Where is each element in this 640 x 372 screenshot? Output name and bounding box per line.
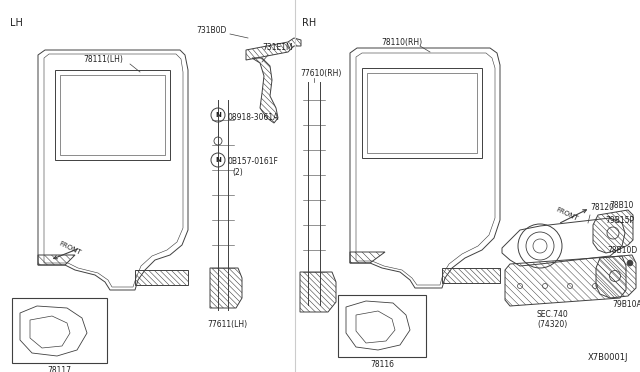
Text: 0B157-0161F: 0B157-0161F [228,157,279,167]
Text: 78111(LH): 78111(LH) [83,55,123,64]
Bar [338,295,426,357]
Text: 731E1M: 731E1M [262,43,292,52]
Text: RH: RH [302,18,316,28]
Text: SEC.740: SEC.740 [536,310,568,319]
Text: 731B0D: 731B0D [196,26,227,35]
Text: FRONT: FRONT [58,241,82,256]
Circle shape [211,108,225,122]
Text: 79B10A: 79B10A [612,300,640,309]
Circle shape [627,260,633,266]
Text: 77610(RH): 77610(RH) [300,69,341,78]
Bar [12,298,107,363]
Text: 78B10D: 78B10D [607,246,637,255]
Text: 78120: 78120 [590,203,614,212]
Text: 78116: 78116 [370,360,394,369]
Text: 78110(RH): 78110(RH) [381,38,422,47]
Text: 79B15P: 79B15P [605,216,634,225]
Text: (2): (2) [232,167,243,176]
Text: 78B10: 78B10 [609,201,634,210]
Text: N: N [215,112,221,118]
Text: FRONT: FRONT [555,206,579,222]
Text: 78117: 78117 [47,366,72,372]
Circle shape [211,153,225,167]
Text: (74320): (74320) [537,320,567,329]
Text: LH: LH [10,18,23,28]
Text: X7B0001J: X7B0001J [588,353,628,362]
Text: 77611(LH): 77611(LH) [207,320,247,329]
Text: 08918-3061A: 08918-3061A [228,112,280,122]
Text: N: N [215,157,221,163]
